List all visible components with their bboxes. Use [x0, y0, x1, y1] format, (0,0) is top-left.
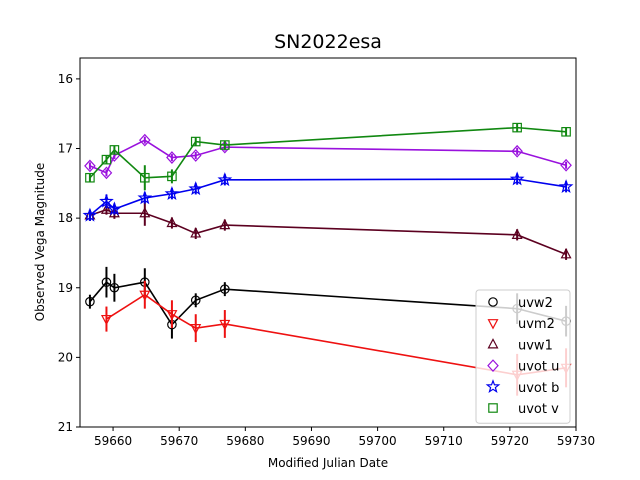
plot-frame	[79, 57, 577, 428]
data-point	[558, 179, 574, 194]
data-point	[190, 227, 202, 238]
data-point	[109, 282, 120, 293]
data-point	[107, 201, 122, 216]
y-tick-label: 19	[58, 281, 73, 295]
series-uvw1	[84, 200, 572, 260]
y-axis-label: Observed Vega Magnitude	[33, 163, 47, 322]
data-point	[190, 324, 202, 335]
data-point	[217, 172, 233, 187]
series-uvot-v	[85, 122, 571, 191]
y-tick-label: 16	[58, 72, 73, 86]
y-tick-label: 18	[58, 211, 73, 225]
legend-label: uvw1	[518, 338, 553, 353]
data-point	[511, 228, 523, 239]
legend-box	[475, 289, 571, 424]
data-point	[84, 159, 96, 173]
series-line	[89, 178, 567, 216]
series-line	[89, 139, 567, 174]
legend-marker	[487, 359, 499, 372]
legend-item: uvot b	[485, 379, 559, 396]
data-point	[219, 218, 231, 230]
series-uvot-u	[84, 133, 572, 180]
x-tick-label: 59680	[226, 434, 264, 448]
chart-title: SN2022esa	[274, 31, 382, 53]
series-uvot-b	[82, 171, 574, 222]
legend-item: uvot v	[488, 402, 559, 417]
data-point	[99, 193, 114, 208]
legend-label: uvot b	[518, 381, 559, 396]
data-point	[189, 149, 202, 162]
data-point	[137, 190, 153, 205]
data-point	[166, 216, 178, 228]
data-point	[100, 166, 113, 180]
data-point	[188, 181, 204, 196]
data-point	[560, 158, 572, 172]
data-point	[138, 133, 151, 147]
legend-marker	[487, 338, 499, 349]
data-point	[511, 144, 523, 158]
y-axis-ticks: 16 17 18 19 20 21	[58, 72, 80, 434]
legend-label: uvm2	[518, 317, 555, 332]
data-point	[512, 122, 522, 133]
legend-marker	[485, 379, 501, 394]
data-point	[139, 206, 151, 218]
x-axis-label: Modified Julian Date	[268, 456, 388, 470]
data-point	[82, 207, 98, 222]
data-point	[509, 171, 525, 186]
y-tick-label: 21	[58, 420, 73, 434]
x-axis-ticks: 59660 59670 59680 59690 59700 59710 59720 59730	[94, 427, 595, 448]
data-point	[166, 151, 178, 164]
legend-marker	[488, 403, 498, 413]
data-point	[101, 277, 112, 287]
data-point	[167, 171, 177, 182]
data-point	[100, 203, 112, 214]
x-tick-label: 59700	[359, 434, 397, 448]
data-point	[139, 290, 151, 301]
y-tick-label: 20	[58, 350, 73, 364]
legend-label: uvw2	[518, 296, 553, 311]
legend: uvw2 uvm2 uvw1 uvot u uvot b uvot v	[475, 289, 571, 424]
data-point	[140, 172, 150, 183]
legend-item: uvw2	[488, 296, 553, 311]
legend-label: uvot u	[518, 360, 559, 375]
legend-item: uvm2	[487, 317, 555, 332]
data-point	[220, 140, 230, 150]
data-point	[219, 319, 231, 331]
data-point	[220, 284, 230, 294]
data-point	[190, 136, 201, 147]
x-tick-label: 59710	[425, 434, 463, 448]
x-tick-label: 59720	[491, 434, 529, 448]
series-line	[89, 208, 567, 256]
legend-marker	[487, 319, 499, 330]
data-point	[85, 296, 95, 307]
y-tick-label: 17	[58, 142, 73, 156]
data-point	[166, 310, 178, 321]
x-tick-label: 59660	[94, 434, 132, 448]
series-line	[89, 126, 567, 179]
legend-item: uvot u	[487, 359, 559, 375]
x-tick-label: 59730	[557, 434, 595, 448]
legend-item: uvw1	[487, 338, 553, 353]
data-point	[190, 295, 201, 306]
legend-marker	[488, 297, 498, 307]
data-point	[85, 172, 95, 183]
data-point	[109, 145, 120, 155]
legend-label: uvot v	[518, 402, 559, 417]
data-point	[164, 186, 180, 201]
data-point	[100, 314, 112, 326]
data-point	[561, 126, 571, 137]
x-tick-label: 59690	[292, 434, 330, 448]
data-point	[101, 154, 112, 165]
data-point	[560, 248, 572, 259]
x-tick-label: 59670	[160, 434, 198, 448]
